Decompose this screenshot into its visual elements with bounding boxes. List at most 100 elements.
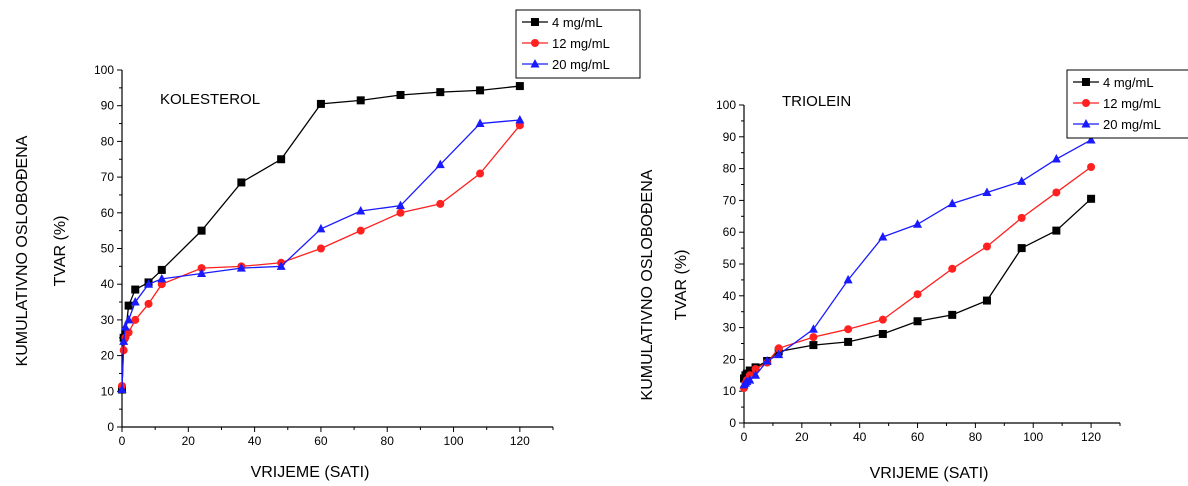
y-tick-label: 80 [723, 162, 737, 176]
data-point [947, 198, 957, 208]
data-point [117, 384, 127, 394]
series-line-1 [743, 166, 1092, 389]
series-line-0 [121, 85, 520, 390]
data-point [436, 199, 445, 208]
data-point [131, 285, 140, 294]
y-tick-label: 60 [723, 225, 737, 239]
data-point [436, 88, 445, 97]
legend-marker [1081, 119, 1091, 128]
data-point [948, 264, 957, 273]
data-point [762, 355, 772, 365]
data-point [878, 315, 887, 324]
data-point [396, 208, 405, 217]
x-tick-label: 40 [248, 434, 262, 448]
x-tick-label: 20 [795, 430, 809, 444]
y-tick-label: 100 [716, 98, 736, 112]
data-point [356, 206, 366, 215]
data-point [120, 322, 130, 331]
data-point [1017, 176, 1027, 185]
chart-kolesterol: 0 10 20 30 40 50 60 70 80 90 100 0 20 40 60 80 100 120 KOL… [14, 9, 641, 481]
x-tick-label: 100 [1023, 430, 1043, 444]
data-point [878, 231, 888, 241]
legend-label: 20 mg/mL [1103, 117, 1161, 132]
y-tick-label: 50 [101, 242, 115, 256]
series-line-2 [121, 119, 520, 390]
data-point [1087, 163, 1096, 172]
y-tick-label: 40 [101, 277, 115, 291]
x-tick-label: 0 [741, 430, 748, 444]
y-tick-label: 20 [723, 352, 737, 366]
x-tick-label: 80 [969, 430, 983, 444]
x-tick-label: 100 [444, 434, 464, 448]
data-point [197, 226, 206, 235]
data-point [144, 279, 154, 288]
data-point [476, 86, 485, 95]
legend-label: 4 mg/mL [552, 15, 603, 30]
legend-label: 12 mg/mL [552, 36, 610, 51]
y-tick-label: 80 [101, 134, 115, 148]
data-point [396, 90, 405, 99]
data-point [356, 96, 365, 105]
data-point [316, 244, 325, 253]
data-point [124, 301, 133, 310]
x-axis-label: VRIJEME (SATI) [251, 464, 370, 481]
data-point [1052, 226, 1061, 235]
y-axis-label: TVAR (%) [52, 216, 69, 287]
data-point [124, 314, 134, 324]
data-point [751, 364, 760, 373]
series-line-1 [121, 124, 521, 386]
y-tick-label: 50 [723, 257, 737, 271]
data-point [809, 341, 818, 350]
data-point [948, 310, 957, 319]
data-point [356, 226, 365, 235]
data-point [197, 264, 206, 273]
y-tick-label: 10 [723, 384, 737, 398]
data-point [809, 333, 818, 342]
data-point [236, 263, 246, 272]
data-point [913, 290, 922, 299]
data-point [276, 261, 286, 270]
data-point [237, 178, 246, 187]
legend-marker [531, 39, 539, 47]
legend-label: 4 mg/mL [1103, 75, 1154, 90]
data-point [844, 337, 853, 346]
data-point [157, 265, 166, 274]
data-point [130, 297, 140, 306]
data-point [144, 299, 153, 308]
x-axis-label: VRIJEME (SATI) [870, 465, 989, 482]
legend-marker [1082, 99, 1090, 107]
legend-marker [530, 59, 540, 68]
x-tick-label: 40 [853, 430, 867, 444]
legend-marker [531, 18, 539, 26]
y-tick-label: 40 [723, 289, 737, 303]
y-axis-label: KUMULATIVNO OSLOBOĐENA [639, 169, 656, 400]
legend-marker [1082, 78, 1090, 86]
data-point [316, 99, 325, 108]
data-point [745, 375, 755, 384]
data-point [774, 349, 784, 359]
y-tick-label: 60 [101, 206, 115, 220]
chart-title: TRIOLEIN [782, 93, 851, 110]
y-tick-label: 70 [101, 170, 115, 184]
data-point [119, 336, 129, 345]
data-point [1087, 194, 1096, 203]
data-point [131, 315, 140, 324]
x-tick-label: 120 [1081, 430, 1101, 444]
data-point [878, 329, 887, 338]
y-axis-label: TVAR (%) [673, 250, 690, 321]
data-point [515, 82, 524, 91]
data-point [277, 155, 286, 164]
data-point [1017, 244, 1026, 253]
data-point [1051, 154, 1061, 163]
x-tick-label: 120 [510, 434, 530, 448]
legend-label: 12 mg/mL [1103, 96, 1161, 111]
data-point [808, 324, 818, 333]
y-tick-label: 90 [723, 130, 737, 144]
data-point [1017, 213, 1026, 222]
y-tick-label: 0 [107, 420, 114, 434]
x-tick-label: 60 [314, 434, 328, 448]
y-tick-label: 100 [94, 63, 114, 77]
data-point [395, 200, 405, 210]
data-point [982, 242, 991, 251]
